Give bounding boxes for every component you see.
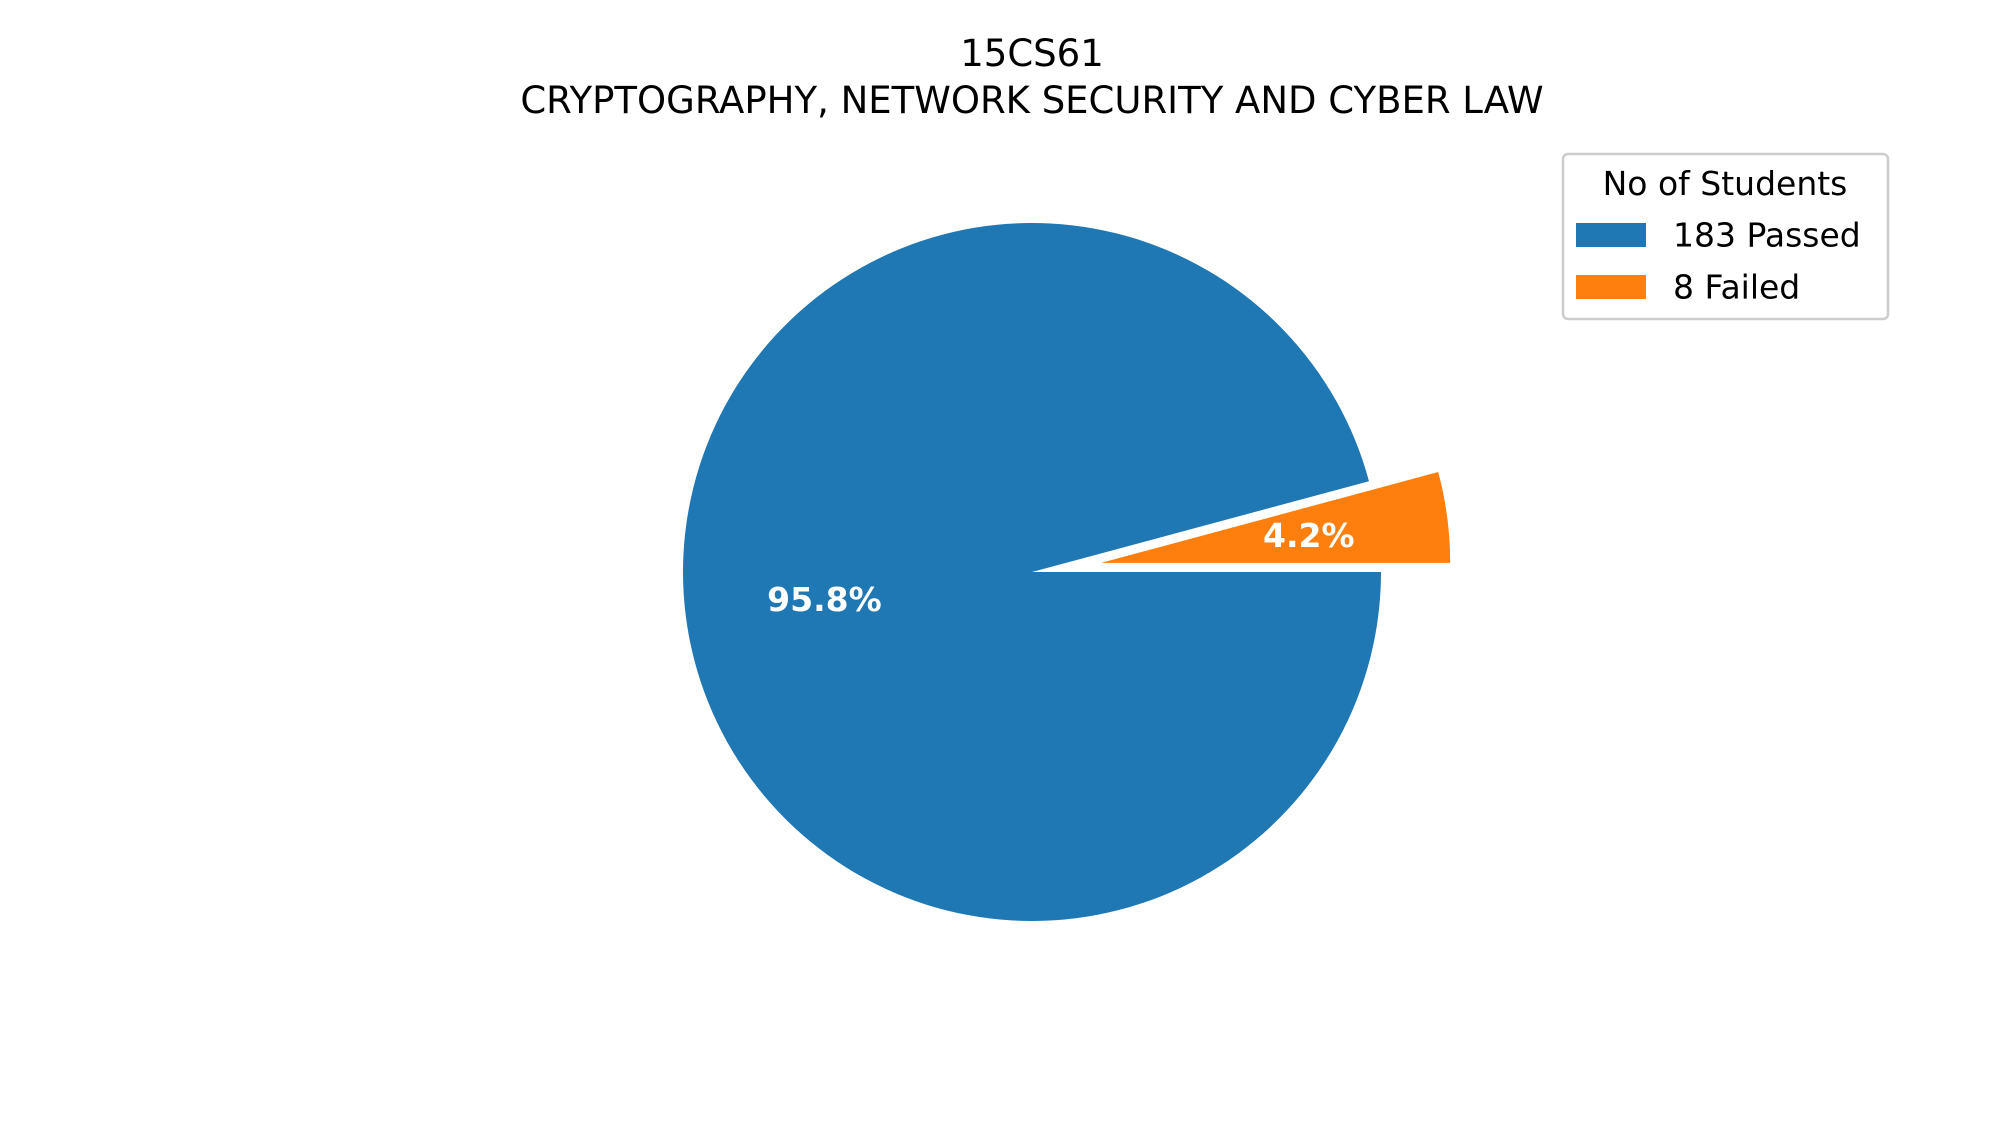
pie-slice-1 (683, 222, 1381, 921)
pie-slice-percent-label-2: 4.2% (1263, 516, 1355, 555)
legend-swatch-2 (1576, 275, 1646, 299)
legend-title: No of Students (1603, 164, 1848, 203)
legend: No of Students 183 Passed 8 Failed (1561, 152, 1890, 321)
pie-slice-2 (1101, 472, 1451, 563)
pie-slices (683, 222, 1451, 921)
chart-title-subject: CRYPTOGRAPHY, NETWORK SECURITY AND CYBER… (520, 79, 1543, 122)
pie-slice-percent-label-1: 95.8% (767, 580, 882, 619)
legend-label-2: 8 Failed (1673, 268, 1800, 307)
pie-slice-labels: 95.8% 4.2% (767, 516, 1354, 619)
legend-swatch-1 (1576, 223, 1646, 247)
legend-items: 183 Passed 8 Failed (1576, 216, 1861, 307)
chart-title-code: 15CS61 (960, 32, 1103, 75)
legend-label-1: 183 Passed (1673, 216, 1861, 255)
